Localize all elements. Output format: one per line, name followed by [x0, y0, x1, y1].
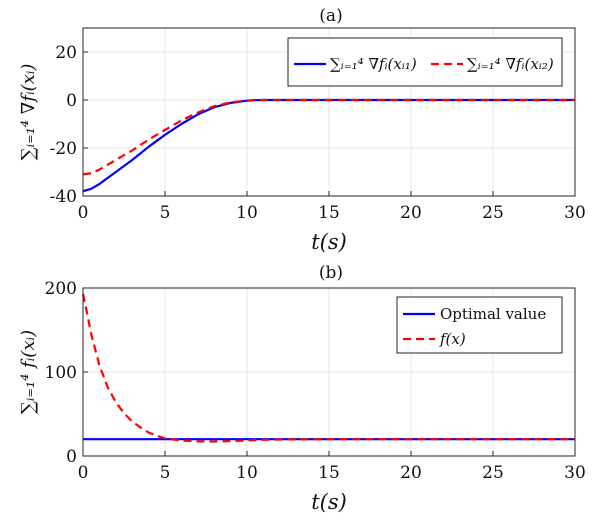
panel-b-x-tick-label: 25 [482, 463, 504, 483]
panel-b-y-tick-label: 0 [66, 447, 77, 467]
panel-a: (a) 0 5 10 15 20 25 30 -40 -20 0 20 t(s) ∑ᵢ₌₁⁴ ∇f… [18, 6, 586, 254]
panel-b-x-tick-label: 5 [160, 463, 171, 483]
panel-a-x-tick-label: 25 [482, 203, 504, 223]
panel-a-x-tick-label: 0 [78, 203, 89, 223]
panel-a-series-1-line [82, 98, 575, 193]
panel-a-x-label: t(s) [311, 230, 347, 254]
panel-a-series-2-line [82, 98, 575, 176]
panel-b-legend-box [396, 296, 563, 354]
panel-b-x-tick-label: 20 [400, 463, 422, 483]
panel-b-title: (b) [319, 263, 343, 283]
panel-a-y-tick-label: -20 [50, 139, 77, 159]
panel-b-x-tick-label: 15 [318, 463, 340, 483]
panel-a-x-tick-label: 5 [160, 203, 171, 223]
panel-b-y-label: ∑ᵢ₌₁⁴ fᵢ(xᵢ) [18, 330, 39, 414]
panel-a-x-tick-label: 30 [564, 203, 586, 223]
legend-b-2-label: f(x) [439, 330, 466, 348]
panel-b-x-tick-label: 10 [236, 463, 258, 483]
panel-b-lines [81, 293, 575, 443]
panel-a-y-ticks: -40 -20 0 20 [50, 43, 88, 207]
panel-b: (b) 0 5 10 15 20 25 30 0 100 200 t(s) ∑ᵢ₌₁⁴ fᵢ(x… [18, 263, 586, 514]
legend-b-1-label: Optimal value [440, 305, 546, 323]
panel-b-x-label: t(s) [311, 490, 347, 514]
panel-a-y-tick-label: -40 [50, 187, 77, 207]
panel-a-x-tick-label: 15 [318, 203, 340, 223]
panel-b-legend: Optimal value f(x) [396, 296, 563, 354]
panel-a-x-tick-label: 20 [400, 203, 422, 223]
legend-a-1-label: ∑ᵢ₌₁⁴ ∇fᵢ(xᵢ₁) [330, 55, 417, 73]
panel-a-y-tick-label: 20 [55, 43, 77, 63]
panel-a-lines [82, 98, 575, 193]
panel-b-series-2-line [81, 293, 575, 443]
panel-b-y-tick-label: 100 [45, 363, 77, 383]
panel-a-title: (a) [319, 6, 342, 26]
panel-a-y-label: ∑ᵢ₌₁⁴ ∇fᵢ(xᵢ) [18, 64, 39, 161]
panel-a-x-tick-label: 10 [236, 203, 258, 223]
panel-b-y-tick-label: 200 [45, 279, 77, 299]
panel-b-x-tick-label: 0 [78, 463, 89, 483]
panel-a-x-ticks: 0 5 10 15 20 25 30 [78, 191, 586, 223]
panel-b-x-tick-label: 30 [564, 463, 586, 483]
legend-a-2-label: ∑ᵢ₌₁⁴ ∇fᵢ(xᵢ₂) [467, 55, 554, 73]
panel-a-legend-box [287, 37, 563, 87]
panel-a-y-tick-label: 0 [66, 91, 77, 111]
panel-a-legend: ∑ᵢ₌₁⁴ ∇fᵢ(xᵢ₁) ∑ᵢ₌₁⁴ ∇fᵢ(xᵢ₂) [287, 37, 563, 87]
panel-b-x-ticks: 0 5 10 15 20 25 30 [78, 451, 586, 483]
panel-b-y-ticks: 0 100 200 [45, 279, 88, 467]
